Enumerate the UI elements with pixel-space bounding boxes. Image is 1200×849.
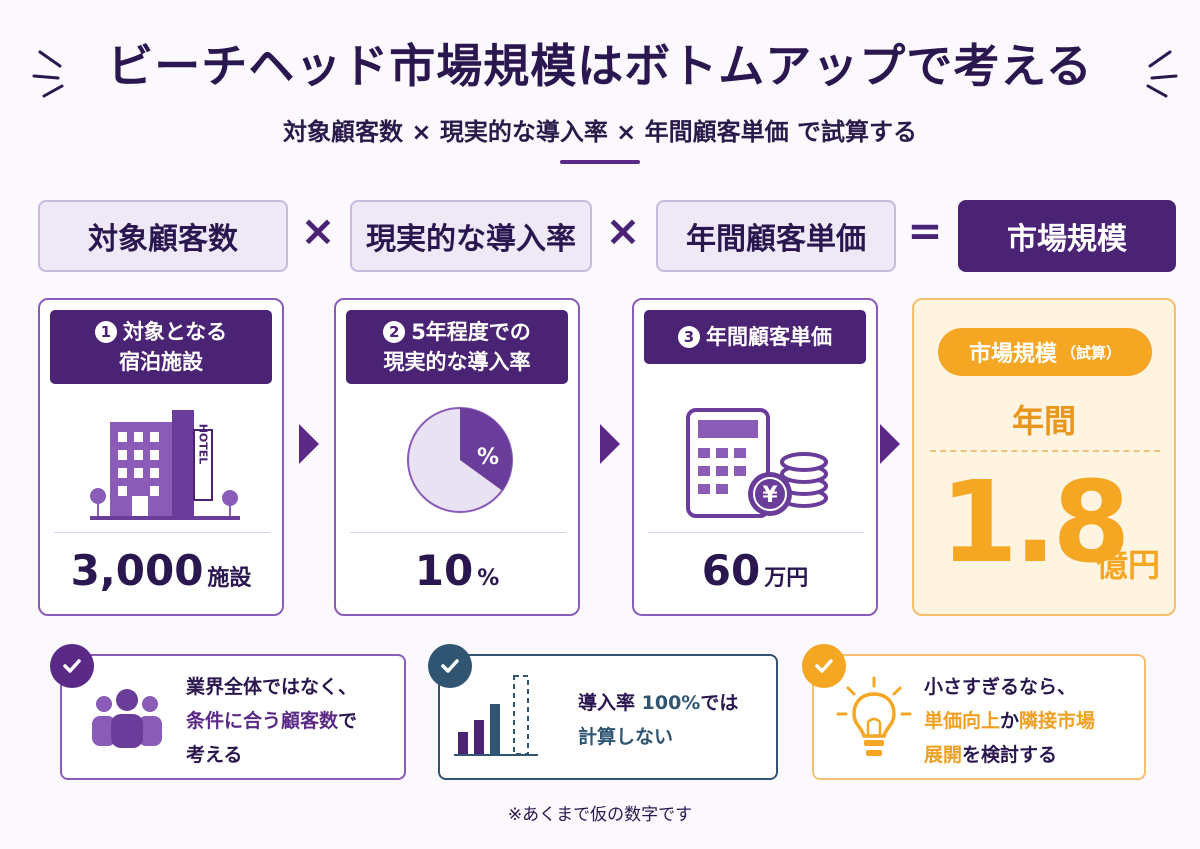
note-3-highlight-1: 単価向上 [924, 710, 1001, 732]
card-3-unit: 万円 [764, 566, 809, 591]
lightbulb-icon [836, 676, 912, 756]
note-1-highlight: 条件に合う顧客数 [186, 710, 339, 732]
hotel-icon: HOTEL [90, 410, 240, 520]
card-1-title-line1: 対象となる [122, 320, 228, 344]
note-3-line1: 小さすぎるなら、 [924, 676, 1077, 698]
note-3-line3-rest: を検討する [962, 744, 1058, 766]
formula-term-price: 年間顧客単価 [656, 200, 896, 272]
result-value: 1.8 [940, 458, 1130, 588]
result-pill: 市場規模 （試算） [938, 328, 1152, 376]
formula-term-customers: 対象顧客数 [38, 200, 288, 272]
note-1-line2-rest: で [338, 710, 358, 732]
formula-op-multiply-2: × [605, 206, 641, 255]
spark-left-icon [32, 50, 64, 98]
note-1-text: 業界全体ではなく、 条件に合う顧客数で 考える [186, 670, 357, 772]
note-customer-count: 業界全体ではなく、 条件に合う顧客数で 考える [50, 644, 406, 780]
card-1-number: 3,000 [70, 546, 204, 595]
coin-label: ¥ [762, 483, 778, 508]
arrow-2-icon [600, 424, 620, 464]
note-3-line2-mid: か [1000, 710, 1020, 732]
note-3-text: 小さすぎるなら、 単価向上か隣接市場 展開を検討する [924, 670, 1095, 772]
card-2-header: 2 5年程度での 現実的な導入率 [346, 310, 568, 384]
card-adoption-rate: 2 5年程度での 現実的な導入率 % 10% [334, 298, 580, 616]
check-icon [802, 644, 846, 688]
result-divider [930, 450, 1160, 452]
card-3-divider [648, 532, 864, 533]
spark-right-icon [1146, 50, 1178, 98]
note-1-line3: 考える [186, 744, 243, 766]
card-2-divider [350, 532, 566, 533]
pie-slice [460, 408, 512, 491]
pie-label: % [477, 445, 499, 470]
formula-op-multiply-1: × [300, 206, 336, 255]
card-1-value: 3,000 施設 [40, 546, 282, 595]
card-1-title-line2: 宿泊施設 [119, 350, 203, 374]
card-3-badge: 3 [678, 326, 700, 348]
hotel-sign-text: HOTEL [197, 424, 210, 465]
page-title: ビーチヘッド市場規模はボトムアップで考える [107, 39, 1093, 93]
check-icon [50, 644, 94, 688]
note-2-line1-post: では [700, 692, 739, 714]
formula-term-adoption: 現実的な導入率 [350, 200, 592, 272]
card-2-value: 10% [336, 546, 578, 595]
result-pill-label: 市場規模 [968, 342, 1057, 367]
card-target-customers: 1 対象となる 宿泊施設 HOTEL 3,000 施設 [38, 298, 284, 616]
note-3-highlight-2: 隣接市場 [1019, 710, 1096, 732]
page-subtitle: 対象顧客数 × 現実的な導入率 × 年間顧客単価 で試算する [283, 118, 917, 146]
title-underline [560, 160, 640, 164]
note-small-market: 小さすぎるなら、 単価向上か隣接市場 展開を検討する [802, 644, 1146, 780]
result-pill-note: （試算） [1061, 343, 1122, 362]
card-1-divider [54, 532, 270, 533]
card-3-number: 60 [701, 546, 761, 595]
note-2-highlight: 100% [641, 692, 701, 714]
result-card: 市場規模 （試算） 年間 1.8 億円 [912, 298, 1176, 616]
formula-result: 市場規模 [958, 200, 1176, 272]
pie-chart-icon: % [407, 407, 513, 513]
card-2-title-line1: 5年程度での [411, 320, 531, 344]
footnote: ※あくまで仮の数字です [507, 805, 693, 825]
note-adoption-rate: 導入率 100%では 計算しない [428, 644, 778, 780]
arrow-3-icon [880, 424, 900, 464]
note-2-text: 導入率 100%では 計算しない [578, 686, 738, 754]
card-2-title-line2: 現実的な導入率 [383, 350, 531, 374]
note-2-line2: 計算しない [578, 726, 674, 748]
result-period: 年間 [1011, 402, 1076, 440]
check-icon [428, 644, 472, 688]
card-2-badge: 2 [383, 321, 406, 343]
card-1-header: 1 対象となる 宿泊施設 [50, 310, 272, 384]
card-3-title-line1: 年間顧客単価 [706, 325, 832, 349]
card-annual-price: 3 年間顧客単価 ¥ 60 万円 [632, 298, 878, 616]
card-3-value: 60 万円 [634, 546, 876, 595]
formula-op-equals: = [907, 206, 943, 255]
note-1-line1: 業界全体ではなく、 [186, 676, 358, 698]
card-1-unit: 施設 [207, 566, 252, 591]
card-2-unit: % [477, 566, 500, 591]
note-3-highlight-3: 展開 [924, 744, 963, 766]
card-2-number: 10 [414, 546, 474, 595]
arrow-1-icon [299, 424, 319, 464]
people-icon [92, 689, 162, 748]
card-3-header: 3 年間顧客単価 [644, 310, 866, 364]
card-1-badge: 1 [94, 321, 117, 343]
calculator-icon: ¥ [686, 408, 828, 518]
bar-chart-icon [454, 675, 538, 756]
note-2-line1-pre: 導入率 [578, 692, 642, 714]
result-unit: 億円 [1096, 546, 1161, 584]
